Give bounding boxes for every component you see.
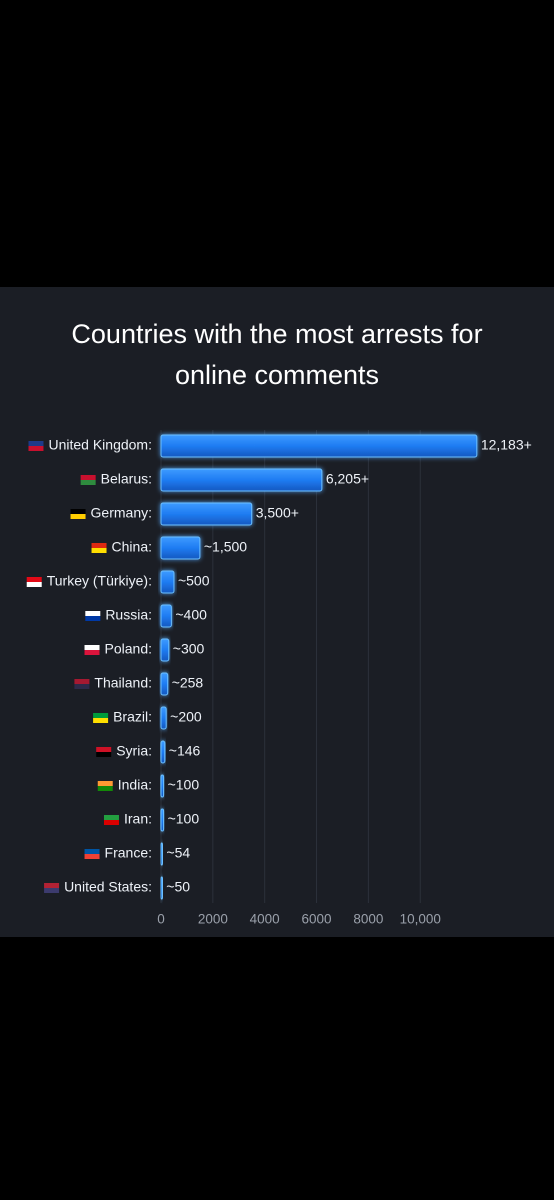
flag bbox=[103, 815, 119, 820]
bar bbox=[160, 774, 165, 798]
flag bbox=[84, 645, 100, 650]
value-label: ~100 bbox=[168, 811, 200, 827]
y-tick-label: Syria: bbox=[116, 743, 152, 759]
flag bbox=[93, 713, 109, 718]
bar bbox=[160, 638, 170, 662]
value-label: ~100 bbox=[168, 777, 200, 793]
flag bbox=[70, 509, 86, 514]
x-tick-label: 6000 bbox=[302, 912, 332, 927]
flag bbox=[84, 650, 100, 655]
bar bbox=[160, 434, 478, 458]
flag bbox=[96, 747, 112, 752]
flag bbox=[74, 679, 90, 684]
flag bbox=[44, 883, 60, 888]
flag bbox=[28, 446, 44, 451]
value-label: ~500 bbox=[178, 573, 210, 589]
flag bbox=[97, 786, 113, 791]
flag bbox=[80, 480, 96, 485]
bar bbox=[160, 468, 323, 492]
value-label: ~50 bbox=[166, 879, 190, 895]
x-tick-label: 4000 bbox=[250, 912, 280, 927]
value-label: ~300 bbox=[173, 641, 205, 657]
y-tick-label: Belarus: bbox=[101, 471, 152, 487]
y-tick-label: India: bbox=[118, 777, 152, 793]
flag bbox=[44, 888, 60, 893]
flag bbox=[28, 441, 44, 446]
value-label: 3,500+ bbox=[256, 505, 299, 521]
flag bbox=[85, 611, 101, 616]
x-tick-label: 10,000 bbox=[400, 912, 441, 927]
y-tick-label: Thailand: bbox=[94, 675, 152, 691]
chart-title: Countries with the most arrests for onli… bbox=[71, 319, 483, 390]
y-tick-label: Brazil: bbox=[113, 709, 152, 725]
value-label: 6,205+ bbox=[326, 471, 369, 487]
bar bbox=[160, 672, 169, 696]
flag bbox=[74, 684, 90, 689]
y-tick-label: Turkey (Türkiye): bbox=[47, 573, 152, 589]
y-tick-label: Iran: bbox=[124, 811, 152, 827]
value-label: ~1,500 bbox=[204, 539, 247, 555]
x-tick-label: 8000 bbox=[353, 912, 383, 927]
y-tick-label: Germany: bbox=[91, 505, 152, 521]
flag bbox=[26, 577, 42, 582]
bar bbox=[160, 740, 166, 764]
x-tick-label: 0 bbox=[157, 912, 165, 927]
y-tick-label: France: bbox=[105, 845, 152, 861]
flag bbox=[91, 543, 107, 548]
bar bbox=[160, 536, 201, 560]
bar bbox=[160, 604, 172, 628]
value-label: ~54 bbox=[166, 845, 190, 861]
x-tick-label: 2000 bbox=[198, 912, 228, 927]
y-tick-label: Russia: bbox=[105, 607, 152, 623]
flag bbox=[26, 582, 42, 587]
flag bbox=[103, 820, 119, 825]
value-label: ~400 bbox=[175, 607, 207, 623]
y-tick-label: United Kingdom: bbox=[48, 437, 152, 453]
bar bbox=[160, 570, 175, 594]
bar bbox=[160, 876, 163, 900]
flag bbox=[84, 854, 100, 859]
flag bbox=[91, 548, 107, 553]
flag bbox=[85, 616, 101, 621]
value-label: ~146 bbox=[169, 743, 201, 759]
flag bbox=[97, 781, 113, 786]
bar bbox=[160, 842, 163, 866]
value-label: ~258 bbox=[172, 675, 204, 691]
y-tick-label: United States: bbox=[64, 879, 152, 895]
flag bbox=[80, 475, 96, 480]
value-label: ~200 bbox=[170, 709, 202, 725]
bar bbox=[160, 808, 165, 832]
bar bbox=[160, 502, 253, 526]
y-tick-label: China: bbox=[112, 539, 152, 555]
y-tick-label: Poland: bbox=[105, 641, 152, 657]
value-label: 12,183+ bbox=[481, 437, 532, 453]
flag bbox=[93, 718, 109, 723]
flag bbox=[70, 514, 86, 519]
flag bbox=[96, 752, 112, 757]
bar bbox=[160, 706, 167, 730]
flag bbox=[84, 849, 100, 854]
